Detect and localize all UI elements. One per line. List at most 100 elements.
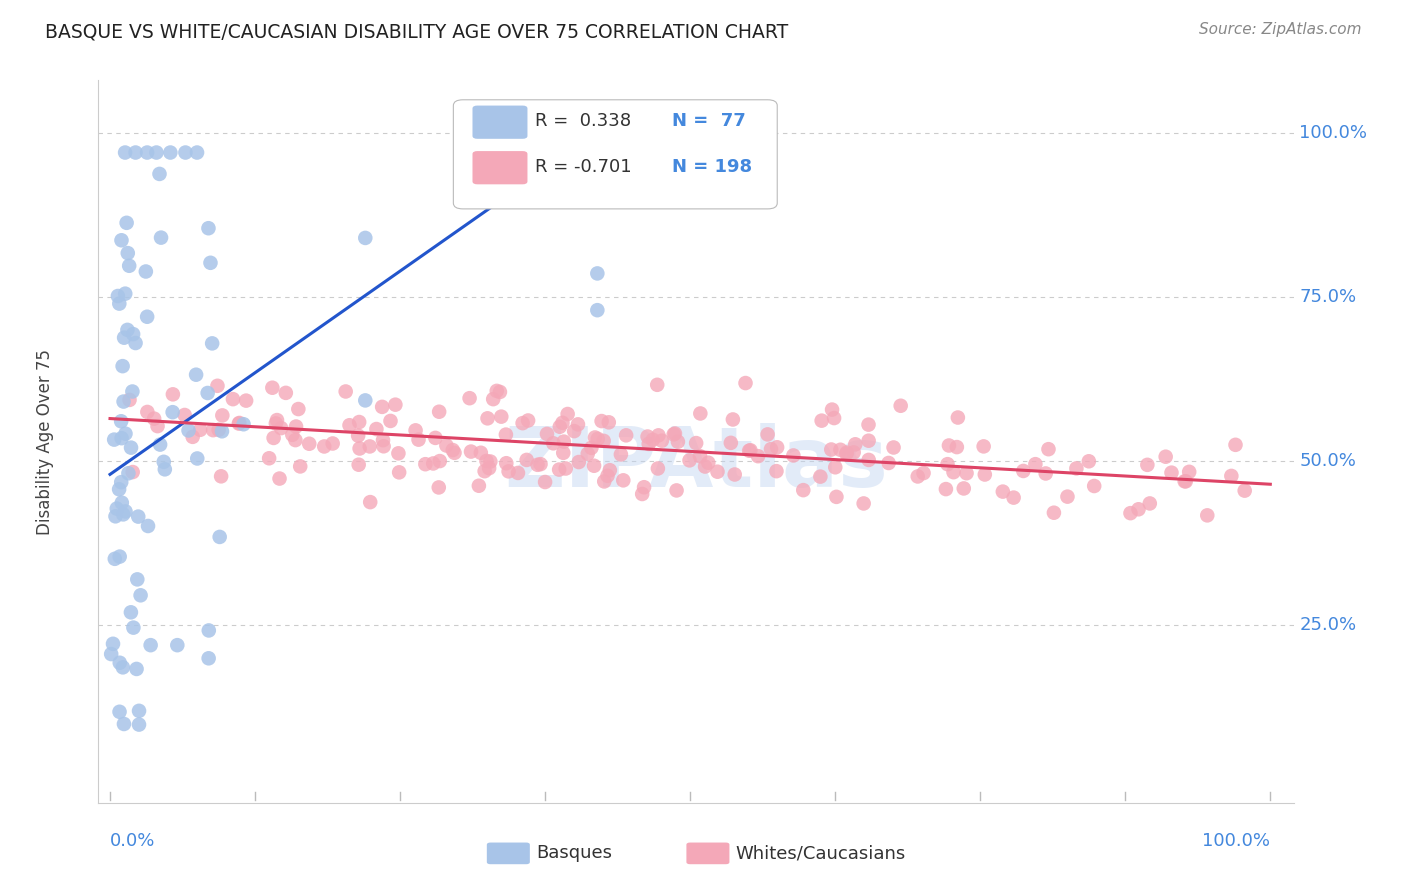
Point	[782, 449, 804, 463]
Point	[387, 446, 409, 460]
Point	[631, 487, 654, 501]
Point	[666, 434, 689, 449]
Point	[108, 483, 131, 497]
Point	[128, 704, 150, 718]
Point	[633, 480, 655, 494]
Point	[405, 423, 427, 437]
Point	[641, 433, 664, 447]
Point	[186, 451, 208, 466]
Point	[162, 405, 184, 419]
Point	[991, 484, 1014, 499]
Point	[127, 573, 149, 587]
Point	[371, 400, 394, 414]
Point	[211, 424, 233, 438]
Point	[482, 392, 505, 406]
Point	[388, 466, 411, 480]
Point	[512, 416, 534, 430]
Point	[557, 407, 579, 421]
Text: 100.0%: 100.0%	[1202, 832, 1270, 850]
Point	[765, 464, 787, 478]
Point	[689, 407, 711, 421]
Point	[1002, 491, 1025, 505]
Point	[1056, 490, 1078, 504]
Point	[1174, 475, 1197, 489]
Point	[211, 409, 233, 423]
Point	[177, 424, 200, 438]
Point	[1083, 479, 1105, 493]
Point	[429, 454, 451, 468]
Point	[208, 423, 231, 437]
Point	[314, 440, 336, 454]
Point	[938, 438, 960, 452]
Point	[685, 436, 707, 450]
Point	[111, 359, 134, 373]
Point	[808, 469, 831, 483]
Point	[145, 145, 167, 160]
Point	[890, 399, 912, 413]
Point	[166, 638, 188, 652]
Point	[1012, 464, 1035, 478]
Point	[766, 440, 789, 454]
Point	[551, 416, 574, 430]
Point	[266, 413, 288, 427]
Point	[108, 296, 131, 310]
Point	[506, 466, 529, 480]
Point	[281, 427, 304, 442]
Point	[181, 430, 204, 444]
FancyBboxPatch shape	[472, 151, 527, 185]
Point	[835, 445, 858, 459]
Point	[120, 605, 142, 619]
Point	[693, 459, 716, 474]
Point	[427, 480, 450, 494]
Point	[122, 621, 145, 635]
Point	[498, 464, 520, 478]
Point	[1038, 442, 1060, 457]
Point	[197, 386, 219, 401]
Point	[1066, 461, 1088, 475]
Point	[108, 656, 131, 670]
Point	[567, 417, 589, 432]
Text: 25.0%: 25.0%	[1299, 616, 1357, 634]
Point	[263, 431, 285, 445]
Point	[598, 415, 620, 429]
Point	[235, 393, 257, 408]
Point	[516, 453, 538, 467]
Point	[287, 402, 309, 417]
Point	[612, 473, 634, 487]
Point	[740, 443, 762, 458]
Point	[973, 439, 995, 453]
Point	[117, 246, 139, 260]
Point	[371, 433, 394, 447]
Point	[105, 501, 128, 516]
Point	[1119, 506, 1142, 520]
Point	[366, 422, 388, 436]
Point	[973, 467, 995, 482]
Point	[262, 381, 284, 395]
Point	[825, 490, 848, 504]
Point	[844, 437, 866, 451]
FancyBboxPatch shape	[453, 100, 778, 209]
Text: 100.0%: 100.0%	[1299, 124, 1367, 142]
Point	[581, 441, 603, 455]
Point	[1043, 506, 1066, 520]
Point	[197, 624, 219, 638]
Point	[359, 495, 381, 509]
Point	[495, 456, 517, 470]
Point	[720, 435, 742, 450]
Point	[112, 717, 135, 731]
Point	[150, 230, 173, 244]
Point	[104, 509, 127, 524]
Text: N =  77: N = 77	[672, 112, 745, 130]
Point	[135, 264, 157, 278]
Point	[637, 437, 659, 451]
Point	[689, 449, 711, 463]
Point	[586, 303, 609, 318]
Point	[820, 442, 842, 457]
Point	[114, 145, 136, 160]
Point	[284, 433, 307, 447]
Point	[149, 437, 172, 451]
Point	[136, 310, 159, 324]
Point	[373, 439, 395, 453]
Point	[529, 457, 551, 471]
Point	[553, 446, 575, 460]
